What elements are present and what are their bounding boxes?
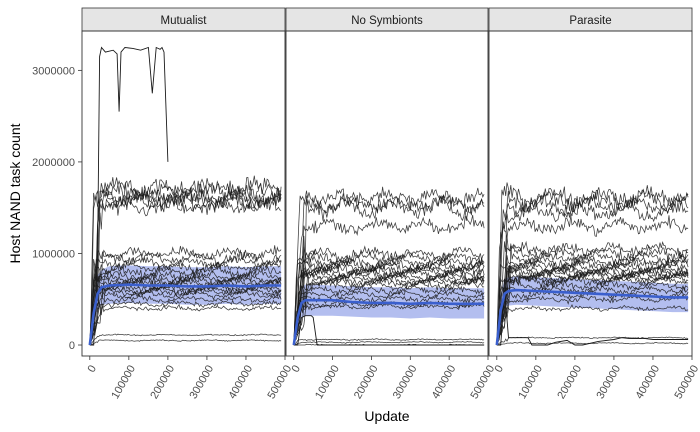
x-tick-label: 0	[86, 363, 99, 374]
mean-line	[495, 288, 689, 346]
run-line	[496, 243, 689, 346]
run-line	[89, 339, 282, 346]
run-line	[496, 243, 689, 346]
x-tick-label: 200000	[555, 363, 584, 401]
facet-strip-label: No Symbionts	[351, 15, 423, 27]
run-line	[293, 259, 485, 346]
run-line	[293, 295, 485, 346]
run-line	[293, 302, 485, 346]
run-line	[496, 256, 689, 346]
run-line	[89, 255, 282, 346]
run-line	[89, 245, 282, 346]
x-tick-label: 300000	[187, 363, 216, 401]
outlier-run-line	[89, 46, 169, 346]
run-line	[496, 336, 689, 346]
run-line	[293, 190, 485, 346]
run-line	[496, 191, 689, 346]
run-line	[496, 279, 689, 346]
x-tick-label: 200000	[148, 363, 177, 401]
run-line	[293, 272, 485, 346]
run-line	[496, 264, 689, 346]
ci-ribbon	[496, 276, 689, 345]
outlier-run-line	[496, 290, 689, 346]
run-line	[89, 333, 282, 346]
run-line	[89, 299, 282, 346]
mean-line	[88, 283, 282, 346]
run-line	[496, 266, 689, 346]
run-line	[496, 270, 689, 346]
run-line	[293, 267, 485, 346]
run-line	[496, 200, 689, 346]
run-line	[293, 195, 485, 346]
run-line	[293, 254, 485, 346]
run-line	[293, 275, 485, 346]
run-line	[496, 341, 689, 346]
panel-border	[488, 30, 693, 357]
x-tick-label: 100000	[313, 363, 342, 401]
run-line	[89, 177, 282, 346]
run-line	[89, 175, 282, 346]
run-line	[496, 293, 689, 346]
run-line	[293, 214, 485, 346]
x-axis-title: Update	[364, 408, 409, 424]
ci-ribbon	[293, 284, 485, 345]
x-tick-label: 0	[493, 363, 506, 374]
run-line	[496, 236, 689, 346]
x-tick-label: 400000	[633, 363, 662, 401]
facet-strip-label: Mutualist	[160, 15, 207, 27]
x-tick-label: 300000	[594, 363, 623, 401]
plot-area	[88, 46, 282, 346]
run-line	[89, 271, 282, 346]
run-line	[89, 259, 282, 346]
run-line	[89, 249, 282, 346]
run-line	[89, 194, 282, 346]
x-tick-label: 200000	[352, 363, 381, 401]
plot-area	[495, 182, 689, 346]
y-tick-label: 0	[69, 340, 75, 352]
x-tick-label: 0	[290, 363, 303, 374]
run-line	[293, 269, 485, 346]
x-tick-label: 100000	[516, 363, 545, 401]
run-line	[496, 215, 689, 346]
run-line	[496, 274, 689, 346]
x-tick-label: 400000	[226, 363, 255, 401]
run-line	[496, 182, 689, 346]
run-line	[293, 340, 485, 346]
facet-panels: Mutualist 0 100000 200000 300000 400000 500000…	[81, 7, 700, 401]
run-line	[496, 303, 689, 346]
run-line	[293, 289, 485, 346]
x-tick-label: 500000	[673, 363, 700, 401]
run-line	[89, 287, 282, 346]
run-line	[293, 338, 485, 346]
x-tick-label: 400000	[430, 363, 459, 401]
mean-line	[292, 298, 485, 346]
x-tick-label: 300000	[391, 363, 420, 401]
y-axis: 0 1000000 2000000 3000000	[32, 65, 82, 352]
facet-strip-label: Parasite	[569, 15, 611, 27]
run-line	[293, 186, 485, 346]
run-line	[89, 294, 282, 346]
y-axis-title: Host NAND task count	[7, 123, 23, 263]
run-line	[293, 249, 485, 346]
x-tick-label: 100000	[109, 363, 138, 401]
run-line	[293, 272, 485, 346]
run-line	[89, 303, 282, 346]
panel-border	[285, 30, 489, 357]
panel-border	[81, 30, 286, 357]
y-tick-label: 2000000	[32, 157, 75, 169]
y-tick-label: 3000000	[32, 65, 75, 77]
run-line	[89, 290, 282, 346]
facet-panel: Parasite 0 100000 200000 300000 400000 500000	[488, 7, 700, 401]
plot-area	[292, 186, 485, 346]
outlier-run-line	[293, 315, 485, 346]
y-tick-label: 1000000	[32, 248, 75, 260]
